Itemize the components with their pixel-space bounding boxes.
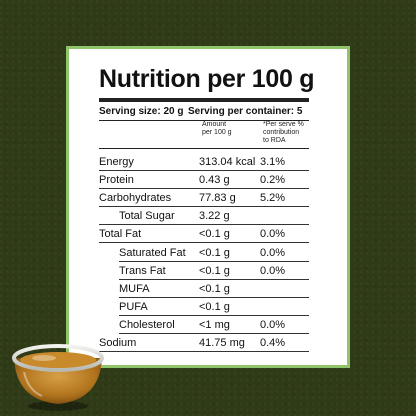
nutrient-amount: 3.22 g [199, 210, 230, 223]
row-divider [119, 332, 309, 334]
column-header-rda-line: contribution [263, 129, 300, 136]
nutrient-amount: <0.1 g [199, 228, 230, 241]
nutrient-amount: <1 mg [199, 318, 230, 331]
nutrient-rda: 0.0% [260, 246, 286, 259]
nutrient-rda: 0.0% [260, 318, 286, 331]
nutrient-amount: 41.75 mg [199, 337, 245, 349]
nutrient-rda: 3.1% [260, 156, 286, 168]
nutrient-label: Trans Fat [119, 264, 166, 277]
nutrient-amount: <0.1 g [199, 282, 230, 295]
nutrient-row: Energy 313.04 kcal 3.1% [99, 153, 309, 171]
serving-per-container: Serving per container: 5 [188, 106, 303, 117]
row-divider [99, 206, 309, 208]
row-divider [119, 314, 309, 316]
column-header-amount: Amount per 100 g [202, 121, 232, 137]
nutrient-label: MUFA [119, 282, 150, 295]
nutrient-row: Protein 0.43 g 0.2% [99, 171, 309, 190]
serving-info: Serving size: 20 g Serving per container… [99, 106, 314, 117]
nutrient-amount: 77.83 g [199, 192, 236, 205]
nutrient-label: Total Fat [99, 228, 142, 241]
nutrient-rda: 0.2% [260, 174, 286, 187]
serving-size: Serving size: 20 g [99, 106, 184, 117]
nutrient-label: Protein [99, 174, 134, 187]
row-divider [99, 188, 309, 190]
panel-title: Nutrition per 100 g [99, 65, 315, 93]
row-divider [99, 351, 309, 352]
column-header-rda-line: to RDA [263, 137, 286, 144]
nutrient-row: Total Sugar 3.22 g [99, 207, 309, 226]
column-header-rda: *Per serve % contribution to RDA [263, 121, 304, 145]
nutrient-row: PUFA <0.1 g [99, 298, 309, 316]
nutrient-amount: <0.1 g [199, 264, 230, 277]
nutrient-rda: 0.4% [260, 337, 286, 349]
nutrient-label: Total Sugar [119, 210, 175, 223]
column-header-amount-line: per 100 g [202, 129, 232, 136]
nutrient-row: Total Fat <0.1 g 0.0% [99, 225, 309, 244]
nutrient-amount: <0.1 g [199, 300, 230, 313]
nutrition-panel: Nutrition per 100 g Serving size: 20 g S… [66, 46, 350, 368]
row-divider [99, 242, 309, 244]
row-divider [119, 296, 309, 298]
column-header-rda-line: *Per serve % [263, 121, 304, 128]
nutrient-label: Cholesterol [119, 318, 175, 331]
nutrient-row: Cholesterol <1 mg 0.0% [99, 316, 309, 334]
nutrient-amount: <0.1 g [199, 246, 230, 259]
row-divider [99, 224, 309, 226]
nutrient-amount: 0.43 g [199, 174, 230, 187]
nutrient-row: Carbohydrates 77.83 g 5.2% [99, 189, 309, 208]
nutrient-rda: 0.0% [260, 228, 286, 241]
nutrient-rda: 5.2% [260, 192, 286, 205]
row-divider [119, 278, 309, 280]
header-divider [99, 148, 309, 149]
title-divider [99, 98, 309, 102]
nutrient-label: Sodium [99, 337, 137, 349]
nutrient-amount: 313.04 kcal [199, 156, 256, 168]
nutrient-label: Energy [99, 156, 134, 168]
row-divider [99, 170, 309, 171]
nutrient-row: MUFA <0.1 g [99, 280, 309, 298]
nutrient-label: PUFA [119, 300, 148, 313]
honey-bowl-image [12, 344, 104, 411]
serving-divider [99, 120, 309, 121]
column-header-amount-line: Amount [202, 121, 227, 128]
nutrient-rda: 0.0% [260, 264, 286, 277]
nutrient-label: Carbohydrates [99, 192, 172, 205]
nutrient-label: Saturated Fat [119, 246, 186, 259]
nutrient-row: Saturated Fat <0.1 g 0.0% [99, 244, 309, 262]
row-divider [119, 260, 309, 262]
nutrient-row: Trans Fat <0.1 g 0.0% [99, 262, 309, 280]
nutrient-row: Sodium 41.75 mg 0.4% [99, 334, 309, 352]
